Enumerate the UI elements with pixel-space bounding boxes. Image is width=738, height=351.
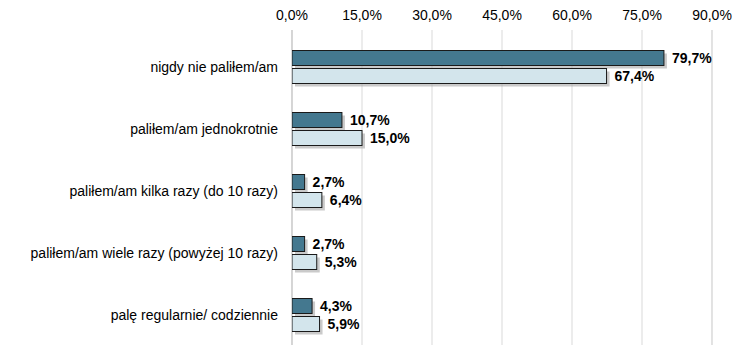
bar (292, 255, 317, 270)
data-label: 2,7% (313, 174, 345, 190)
data-label: 5,9% (328, 316, 360, 332)
tick-label: 45,0% (482, 7, 522, 23)
data-label: 2,7% (313, 236, 345, 252)
axis-end-line (712, 30, 713, 345)
tick-label: 90,0% (692, 7, 732, 23)
tick-label: 75,0% (622, 7, 662, 23)
data-label: 79,7% (672, 50, 712, 66)
data-label: 67,4% (615, 68, 655, 84)
chart: 0,0% 15,0% 30,0% 45,0% 60,0% 75,0% 90,0% nigdy … (0, 0, 738, 351)
bar (292, 51, 664, 66)
category-label: palę regularnie/ codziennie (111, 307, 279, 323)
bar (292, 193, 322, 208)
data-label: 10,7% (350, 112, 390, 128)
bar (292, 299, 312, 314)
data-label: 6,4% (330, 192, 362, 208)
tick-label: 30,0% (412, 7, 452, 23)
category-label: paliłem/am jednokrotnie (130, 121, 278, 137)
data-labels: 79,7% 10,7% 2,7% 2,7% 4,3% 67,4% 15,0% 6,4% 5,3%… (313, 50, 713, 332)
tick-label: 15,0% (342, 7, 382, 23)
category-label: paliłem/am kilka razy (do 10 razy) (69, 183, 278, 199)
bar (292, 131, 362, 146)
category-label: paliłem/am wiele razy (powyżej 10 razy) (31, 245, 278, 261)
tick-label: 0,0% (276, 7, 308, 23)
tick-label: 60,0% (552, 7, 592, 23)
data-label: 15,0% (370, 130, 410, 146)
data-label: 5,3% (325, 254, 357, 270)
bars (292, 51, 667, 335)
bar (292, 317, 320, 332)
category-label: nigdy nie paliłem/am (150, 59, 278, 75)
bar (292, 113, 342, 128)
bar (292, 175, 305, 190)
grid-line (712, 30, 713, 345)
bar (292, 69, 607, 84)
bar (292, 237, 305, 252)
data-label: 4,3% (320, 298, 352, 314)
